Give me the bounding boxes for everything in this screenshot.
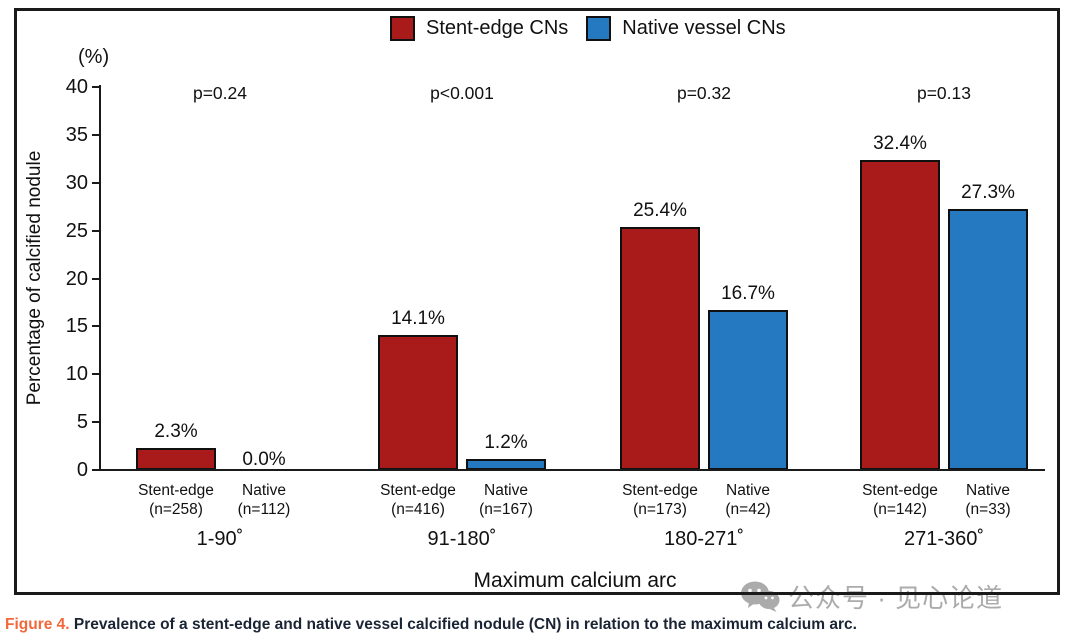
category-label: 91-180˚ (427, 528, 497, 550)
y-axis-tick-label: 30 (65, 171, 88, 194)
watermark-text: 公众号 · 见心论道 (788, 583, 1004, 613)
p-value-label: p=0.32 (676, 83, 731, 103)
bar-axis-label-n: (n=142) (873, 501, 927, 518)
y-axis-tick (92, 469, 100, 471)
bar-stent-edge (620, 227, 700, 470)
bar-axis-label-n: (n=416) (391, 501, 445, 518)
y-axis-tick (92, 421, 100, 424)
chart-legend: Stent-edge CNs Native vessel CNs (390, 16, 786, 41)
x-axis-title: Maximum calcium arc (473, 569, 677, 592)
p-value-label: p=0.24 (192, 83, 247, 103)
y-axis-tick (92, 277, 100, 280)
bar-value-label: 32.4% (873, 133, 927, 154)
bar-axis-label-n: (n=167) (479, 501, 533, 518)
y-axis-tick-label: 20 (65, 267, 88, 290)
bar-axis-label-name: Native (484, 482, 528, 499)
bar-value-label: 16.7% (721, 283, 775, 304)
bar-axis-label-n: (n=258) (149, 501, 203, 518)
y-axis-line (99, 85, 101, 471)
bar-axis-label-name: Native (726, 482, 770, 499)
legend-swatch-native-vessel (586, 16, 612, 41)
category-label: 271-360˚ (903, 528, 985, 550)
figure-caption: Figure 4. Prevalence of a stent-edge and… (5, 616, 857, 634)
bar-value-label: 2.3% (154, 421, 198, 442)
legend-swatch-stent-edge (390, 16, 415, 41)
bar-axis-label: Stent-edge (n=173) (585, 481, 735, 519)
bar-axis-label-name: Stent-edge (862, 482, 938, 499)
bar-value-label: 25.4% (633, 200, 687, 221)
category-label: 180-271˚ (663, 528, 745, 550)
bar-stent-edge (378, 335, 458, 470)
bar-axis-label-name: Stent-edge (380, 482, 456, 499)
bar-axis-label-name: Stent-edge (138, 482, 214, 499)
figure-caption-text: Prevalence of a stent-edge and native ve… (69, 616, 857, 633)
bar-axis-label-name: Stent-edge (622, 482, 698, 499)
y-axis-tick-label: 10 (65, 363, 88, 386)
legend-item-stent-edge: Stent-edge CNs (390, 16, 568, 41)
bar-axis-label-n: (n=173) (633, 501, 687, 518)
bar-value-label: 14.1% (391, 308, 445, 329)
bar-axis-label-n: (n=42) (725, 501, 771, 518)
bar-axis-label-n: (n=33) (965, 501, 1011, 518)
y-axis-tick (92, 325, 100, 328)
bar-axis-label: Stent-edge (n=416) (343, 481, 493, 519)
y-axis-tick-label: 15 (65, 315, 88, 338)
watermark: 公众号 · 见心论道 (740, 578, 1003, 615)
y-axis-tick (92, 86, 100, 88)
y-axis-unit-label: (%) (78, 46, 110, 68)
y-axis-tick (92, 229, 100, 232)
bar-stent-edge (136, 448, 216, 470)
bar-axis-label: Stent-edge (n=142) (825, 481, 975, 519)
x-axis-line (99, 469, 1045, 471)
legend-label-native-vessel: Native vessel CNs (622, 17, 786, 39)
bar-axis-label: Native (n=42) (673, 481, 823, 519)
p-value-label: p<0.001 (430, 83, 494, 103)
wechat-icon (740, 580, 780, 614)
y-axis-tick-label: 25 (65, 219, 88, 242)
figure-caption-prefix: Figure 4. (5, 616, 70, 633)
bar-axis-label-n: (n=112) (237, 501, 291, 518)
y-axis-tick-label: 5 (76, 411, 88, 434)
y-axis-tick-label: 35 (65, 123, 88, 146)
bar-value-label: 27.3% (961, 182, 1015, 203)
bar-native (948, 209, 1028, 470)
p-value-label: p=0.13 (916, 83, 971, 103)
y-axis-tick-label: 0 (76, 459, 88, 481)
y-axis-tick (92, 133, 100, 136)
legend-item-native-vessel: Native vessel CNs (586, 16, 786, 41)
y-axis-tick (92, 373, 100, 376)
bar-value-label: 1.2% (484, 432, 528, 453)
bar-axis-label-name: Native (966, 482, 1010, 499)
bar-axis-label: Native (n=112) (189, 481, 339, 519)
bar-axis-label: Native (n=33) (913, 481, 1063, 519)
bar-stent-edge (860, 160, 940, 470)
bar-axis-label-name: Native (242, 482, 286, 499)
bar-axis-label: Native (n=167) (431, 481, 581, 519)
category-label: 1-90˚ (196, 528, 244, 550)
bar-value-label: 0.0% (242, 449, 286, 470)
y-axis-tick (92, 181, 100, 184)
legend-label-stent-edge: Stent-edge CNs (426, 17, 569, 39)
bar-axis-label: Stent-edge (n=258) (101, 481, 251, 519)
bar-native (708, 310, 788, 470)
y-axis-tick-label: 40 (65, 76, 88, 98)
